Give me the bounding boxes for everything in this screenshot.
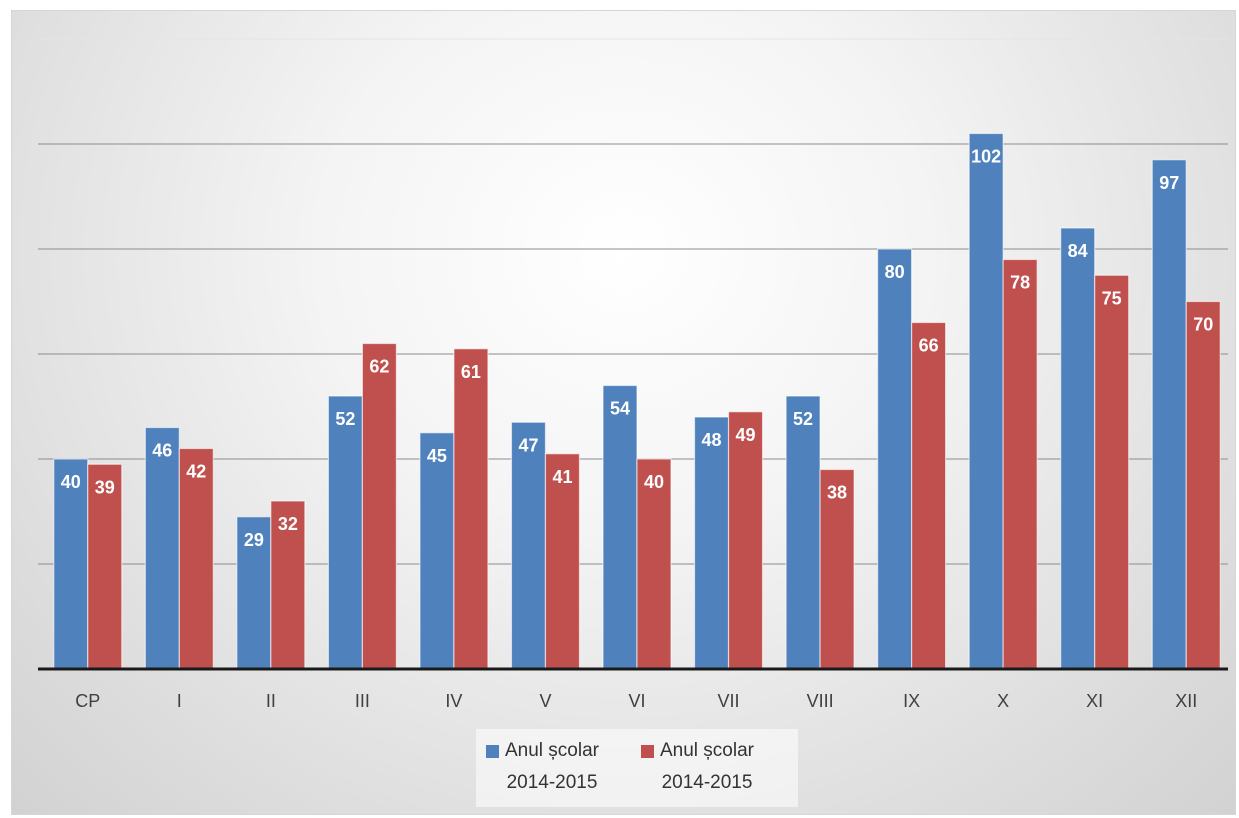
x-tick-label: VI bbox=[628, 691, 645, 711]
data-label: 54 bbox=[610, 399, 630, 419]
bar bbox=[636, 458, 672, 670]
bar bbox=[1002, 258, 1038, 670]
data-label: 61 bbox=[461, 362, 481, 382]
bar bbox=[544, 453, 581, 670]
data-label: 78 bbox=[1010, 273, 1030, 293]
data-label: 75 bbox=[1102, 288, 1122, 308]
bar bbox=[419, 432, 455, 670]
data-label: 84 bbox=[1068, 241, 1088, 261]
data-label: 102 bbox=[971, 147, 1001, 167]
bar bbox=[785, 395, 821, 670]
bar bbox=[178, 447, 214, 670]
data-label: 52 bbox=[793, 409, 813, 429]
data-labels: 40 39 46 42 29 32 52 62 45 61 47 41 54 40 48 49 52 38 80 66… bbox=[61, 147, 1213, 550]
data-label: 40 bbox=[61, 472, 81, 492]
bar bbox=[361, 342, 397, 670]
data-label: 62 bbox=[369, 357, 389, 377]
bar bbox=[510, 421, 547, 670]
x-tick-label: X bbox=[997, 691, 1009, 711]
bar bbox=[911, 321, 947, 670]
data-label: 41 bbox=[552, 467, 572, 487]
data-label: 80 bbox=[885, 262, 905, 282]
bar bbox=[1185, 300, 1221, 670]
x-tick-label: XI bbox=[1086, 691, 1103, 711]
x-tick-label: CP bbox=[75, 691, 100, 711]
data-label: 97 bbox=[1159, 173, 1179, 193]
data-label: 32 bbox=[278, 514, 298, 534]
legend-item-series-1: Anul școlar 2014-2015 bbox=[486, 735, 599, 799]
legend: Anul școlar 2014-2015 Anul școlar 2014-2… bbox=[476, 729, 798, 807]
legend-label-series-1: Anul școlar 2014-2015 bbox=[505, 740, 599, 793]
x-axis: CP I II III IV V VI VII VIII IX X XI XII bbox=[38, 667, 1228, 711]
bar bbox=[727, 411, 764, 670]
x-tick-label: V bbox=[539, 691, 551, 711]
bar bbox=[968, 132, 1004, 670]
data-label: 39 bbox=[95, 477, 115, 497]
bar bbox=[87, 463, 123, 670]
bar bbox=[270, 500, 306, 670]
x-tick-label: IX bbox=[903, 691, 920, 711]
legend-swatch-series-2 bbox=[641, 745, 654, 758]
bars bbox=[53, 132, 1221, 670]
data-label: 40 bbox=[644, 472, 664, 492]
x-tick-label: III bbox=[355, 691, 370, 711]
data-label: 38 bbox=[827, 483, 847, 503]
data-label: 49 bbox=[736, 425, 756, 445]
data-label: 52 bbox=[335, 409, 355, 429]
x-tick-label: I bbox=[177, 691, 182, 711]
data-label: 29 bbox=[244, 530, 264, 550]
data-label: 47 bbox=[518, 435, 538, 455]
bar bbox=[602, 384, 638, 670]
data-label: 70 bbox=[1193, 315, 1213, 335]
data-label: 48 bbox=[702, 430, 722, 450]
x-tick-label: IV bbox=[445, 691, 462, 711]
legend-item-series-2: Anul școlar 2014-2015 bbox=[641, 735, 754, 799]
bar bbox=[1094, 274, 1130, 670]
bar bbox=[1151, 159, 1187, 670]
bar bbox=[236, 516, 272, 670]
bar bbox=[693, 416, 730, 670]
legend-label-series-2: Anul școlar 2014-2015 bbox=[660, 740, 754, 793]
bar bbox=[327, 395, 363, 670]
bar bbox=[1060, 227, 1096, 670]
data-label: 45 bbox=[427, 446, 447, 466]
data-label: 46 bbox=[152, 441, 172, 461]
x-tick-label: VIII bbox=[807, 691, 834, 711]
x-tick-label: VII bbox=[718, 691, 740, 711]
bar bbox=[877, 248, 913, 670]
data-label: 42 bbox=[186, 462, 206, 482]
x-tick-label: XII bbox=[1175, 691, 1197, 711]
data-label: 66 bbox=[919, 336, 939, 356]
bar bbox=[819, 468, 855, 670]
bar bbox=[453, 348, 489, 670]
x-tick-label: II bbox=[266, 691, 276, 711]
legend-swatch-series-1 bbox=[486, 745, 499, 758]
bar bbox=[144, 426, 180, 670]
